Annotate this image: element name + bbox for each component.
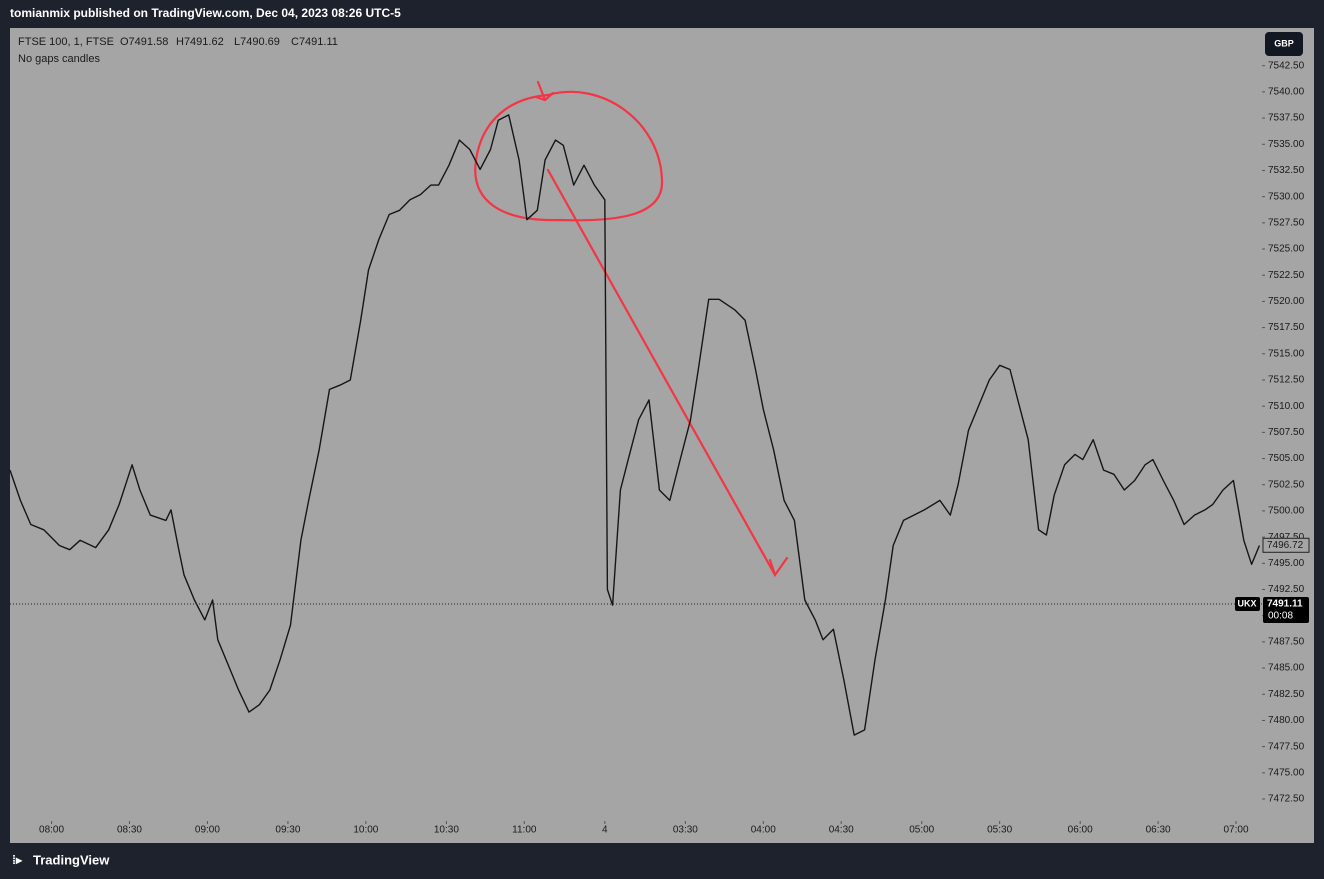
currency[interactable]: GBP: [1274, 38, 1294, 48]
y-tick-label: 7520.00: [1268, 296, 1305, 307]
y-tick-label: 7507.50: [1268, 427, 1305, 438]
x-tick-label: 05:30: [987, 825, 1012, 836]
y-tick-label: 7510.00: [1268, 401, 1305, 412]
y-tick-label: 7497.50: [1268, 532, 1305, 543]
y-tick-label: 7482.50: [1268, 689, 1305, 700]
y-tick-label: 7527.50: [1268, 217, 1305, 228]
currency-button[interactable]: [1265, 32, 1303, 56]
countdown: 00:08: [1268, 611, 1293, 622]
y-tick-label: 7477.50: [1268, 741, 1305, 752]
chart-pane: [10, 28, 1314, 843]
ticker-box: [1235, 597, 1260, 612]
y-tick-label: 7532.50: [1268, 165, 1305, 176]
y-tick-label: 7495.00: [1268, 558, 1305, 569]
ohlc-close: C7491.11: [291, 36, 338, 48]
y-tick-label: 7500.00: [1268, 506, 1305, 517]
x-tick-label: 08:30: [117, 825, 142, 836]
x-tick-label: 09:00: [195, 825, 220, 836]
x-tick-label: 09:30: [275, 825, 300, 836]
last-price-box: [1263, 597, 1309, 624]
y-tick-label: 7487.50: [1268, 637, 1305, 648]
y-tick-label: 7515.00: [1268, 348, 1305, 359]
y-tick-label: 7475.00: [1268, 767, 1305, 778]
x-tick-label: 04:30: [829, 825, 854, 836]
circle-drawing: [474, 90, 664, 222]
x-tick-label: 08:00: [39, 825, 64, 836]
brand: TradingView: [33, 852, 110, 867]
x-tick-label: 06:30: [1146, 825, 1171, 836]
symbol: FTSE 100, 1, FTSE: [18, 36, 114, 48]
marker-price-label: 7496.72: [1267, 540, 1304, 551]
y-tick-label: 7522.50: [1268, 270, 1305, 281]
small-arrow: [534, 80, 555, 102]
ticker: UKX: [1237, 598, 1256, 608]
subtitle: No gaps candles: [18, 53, 100, 65]
y-tick-label: 7492.50: [1268, 584, 1305, 595]
y-tick-label: 7472.50: [1268, 794, 1305, 805]
trend-arrow: [546, 168, 789, 578]
ohlc-low: L7490.69: [234, 36, 280, 48]
y-tick-label: 7485.00: [1268, 663, 1305, 674]
x-tick-label: 03:30: [673, 825, 698, 836]
y-tick-label: 7480.00: [1268, 715, 1305, 726]
last-price-label: 7491.11: [1267, 599, 1303, 610]
ohlc-high: H7491.62: [176, 36, 224, 48]
ohlc-open: O7491.58: [120, 36, 168, 48]
y-tick-label: 7517.50: [1268, 322, 1305, 333]
x-tick-label: 05:00: [909, 825, 934, 836]
y-tick-label: 7535.00: [1268, 139, 1305, 150]
x-tick-label: 11:00: [512, 825, 537, 836]
logo-mark: ⁞▸: [12, 853, 23, 867]
price-line: [9, 114, 1261, 736]
x-tick-label: 10:30: [434, 825, 459, 836]
marker-price-box: [1262, 537, 1310, 553]
y-tick-label: 7542.50: [1268, 60, 1305, 71]
y-tick-label: 7530.00: [1268, 191, 1305, 202]
y-tick-label: 7540.00: [1268, 87, 1305, 98]
x-tick-label: 10:00: [353, 825, 378, 836]
y-tick-label: 7502.50: [1268, 479, 1305, 490]
x-tick-label: 06:00: [1068, 825, 1093, 836]
y-tick-label: 7525.00: [1268, 244, 1305, 255]
publisher-line: tomianmix published on TradingView.com, …: [10, 6, 401, 20]
x-tick-label: 04:00: [751, 825, 776, 836]
x-tick-label: 07:00: [1224, 825, 1249, 836]
y-tick-label: 7512.50: [1268, 375, 1305, 386]
y-tick-label: 7505.00: [1268, 453, 1305, 464]
annotations: [474, 80, 789, 578]
y-tick-label: 7537.50: [1268, 113, 1305, 124]
x-tick-label: 4: [602, 825, 608, 836]
